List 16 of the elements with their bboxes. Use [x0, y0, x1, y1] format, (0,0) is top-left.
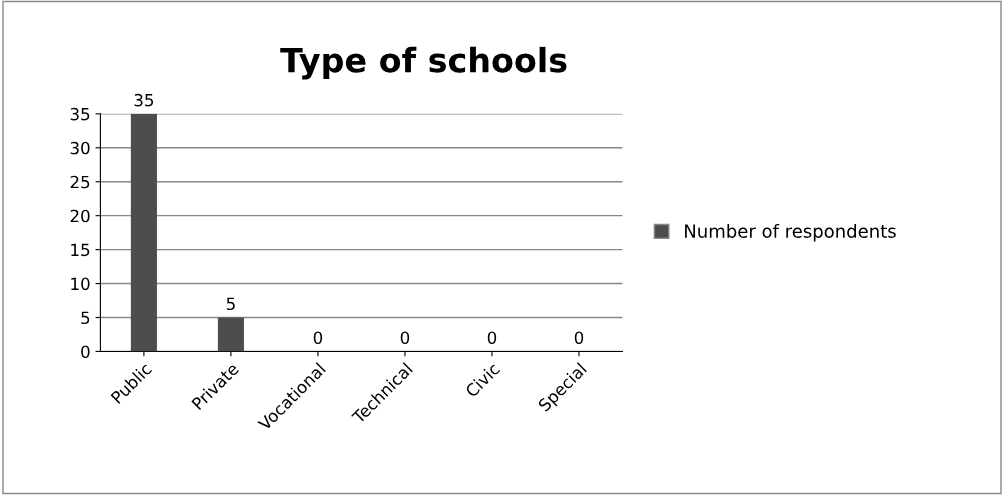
y-tick-label: 25 [70, 175, 90, 189]
y-tick-label: 10 [71, 277, 90, 291]
data-label: 35 [134, 93, 154, 107]
data-label: 0 [574, 331, 584, 345]
data-label: 0 [400, 331, 410, 345]
y-tick-label: 0 [81, 345, 90, 359]
data-label: 5 [226, 297, 235, 311]
data-label: 0 [487, 331, 497, 345]
y-tick-label: 5 [81, 311, 90, 325]
legend-label: Number of respondents [685, 223, 896, 242]
y-tick-label: 15 [71, 243, 90, 257]
y-tick-label: 20 [70, 209, 90, 223]
chart-title: Type of schools [280, 46, 567, 80]
y-tick-label: 35 [70, 107, 90, 121]
y-tick-label: 30 [70, 141, 90, 155]
data-label: 0 [313, 331, 323, 345]
